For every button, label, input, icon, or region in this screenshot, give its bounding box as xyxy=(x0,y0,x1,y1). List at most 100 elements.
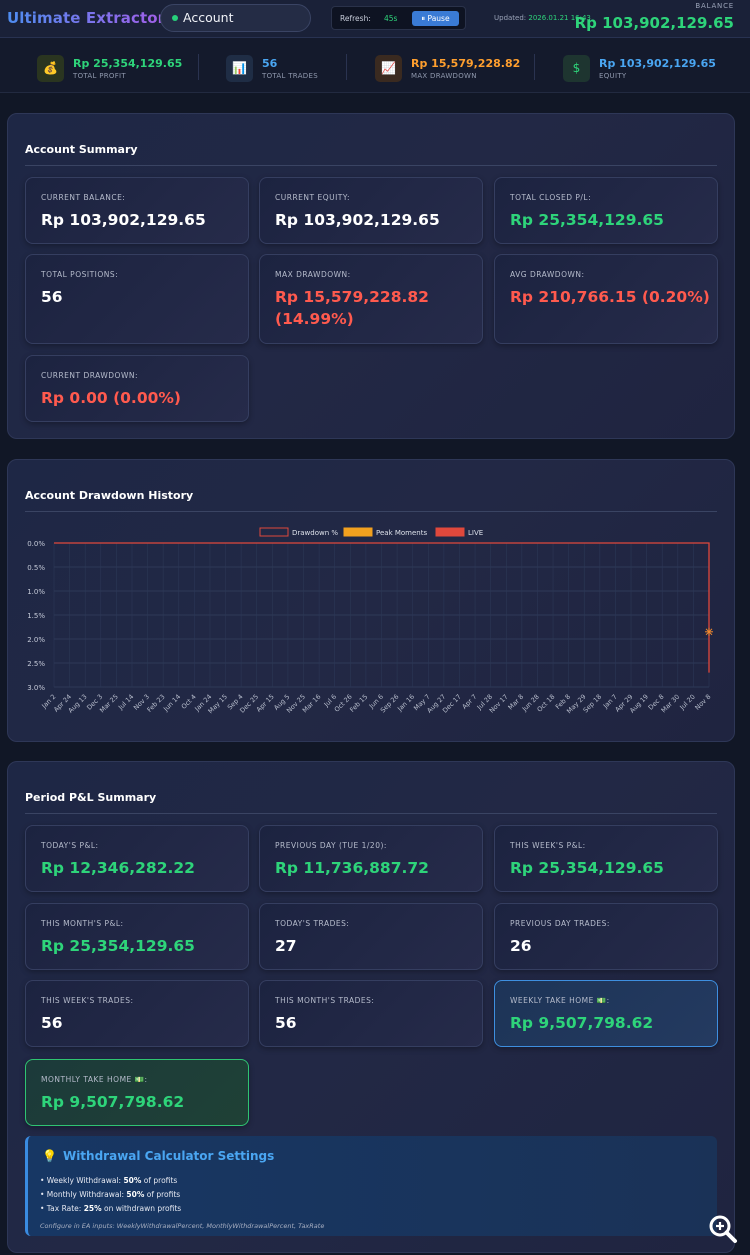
metric-card: PREVIOUS DAY (TUE 1/20): Rp 11,736,887.72 xyxy=(259,825,483,892)
x-tick-label: Apr 15 xyxy=(255,693,276,714)
legend-swatch xyxy=(435,527,465,537)
y-tick-label: 1.5% xyxy=(27,612,45,620)
legend-label: Peak Moments xyxy=(376,529,427,537)
panel-title: Period P&L Summary xyxy=(25,791,157,804)
stat-equity: $ Rp 103,902,129.65 EQUITY xyxy=(563,52,733,82)
zoom-in-icon[interactable] xyxy=(707,1213,739,1245)
metric-label: MAX DRAWDOWN: xyxy=(275,270,351,279)
account-summary-panel: Account Summary CURRENT BALANCE: Rp 103,9… xyxy=(7,113,735,439)
metric-value: 56 xyxy=(275,1014,297,1032)
dollar-icon: $ xyxy=(563,55,590,82)
balance-label: BALANCE xyxy=(695,2,734,10)
panel-title: Account Drawdown History xyxy=(25,489,194,502)
calc-value: 50% xyxy=(123,1176,142,1185)
lightbulb-icon: 💡 xyxy=(42,1149,57,1163)
metric-label: PREVIOUS DAY TRADES: xyxy=(510,919,610,928)
balance-value: Rp 103,902,129.65 xyxy=(574,14,734,32)
metric-card: THIS WEEK'S TRADES: 56 xyxy=(25,980,249,1047)
metric-card: TOTAL CLOSED P/L: Rp 25,354,129.65 xyxy=(494,177,718,244)
x-tick-label: Jul 14 xyxy=(116,693,135,712)
top-bar: Ultimate Extractor Account #49408126 Ref… xyxy=(0,0,750,51)
metric-label: THIS MONTH'S P&L: xyxy=(41,919,124,928)
refresh-label: Refresh: xyxy=(340,14,371,23)
metric-card: CURRENT EQUITY: Rp 103,902,129.65 xyxy=(259,177,483,244)
updated-value: 2026.01.21 16:43 xyxy=(528,14,591,22)
y-tick-label: 0.5% xyxy=(27,564,45,572)
brand-title: Ultimate Extractor xyxy=(7,9,166,27)
metric-label: THIS WEEK'S TRADES: xyxy=(41,996,134,1005)
pause-button[interactable]: ⏸ Pause xyxy=(412,11,459,26)
calculator-title: 💡 Withdrawal Calculator Settings xyxy=(42,1149,274,1163)
metric-label: TOTAL CLOSED P/L: xyxy=(510,193,592,202)
x-tick-label: Jul 20 xyxy=(678,693,697,712)
x-tick-label: Jun 14 xyxy=(161,693,182,714)
money-bag-icon: 💰 xyxy=(37,55,64,82)
account-selector[interactable]: Account #49408126 xyxy=(160,4,311,51)
status-dot-icon xyxy=(172,15,178,21)
metric-label: AVG DRAWDOWN: xyxy=(510,270,585,279)
metric-label: CURRENT DRAWDOWN: xyxy=(41,371,139,380)
metric-value: 26 xyxy=(510,937,532,955)
metric-value: 56 xyxy=(41,288,63,306)
calculator-note: Configure in EA inputs: WeeklyWithdrawal… xyxy=(40,1222,325,1230)
x-tick-label: Oct 18 xyxy=(536,693,557,714)
metric-value: Rp 11,736,887.72 xyxy=(275,859,429,877)
metric-label: WEEKLY TAKE HOME 💵: xyxy=(510,996,610,1005)
metric-value: Rp 9,507,798.62 xyxy=(41,1093,185,1111)
calc-prefix: • Tax Rate: xyxy=(40,1204,84,1213)
metric-card: AVG DRAWDOWN: Rp 210,766.15 (0.20%) xyxy=(494,254,718,344)
metric-card: THIS MONTH'S TRADES: 56 xyxy=(259,980,483,1047)
period-pnl-panel: Period P&L Summary 💡 Withdrawal Calculato… xyxy=(7,761,735,1253)
stat-label: EQUITY xyxy=(599,72,627,80)
y-tick-label: 0.0% xyxy=(27,540,45,548)
metric-value: Rp 12,346,282.22 xyxy=(41,859,195,877)
metric-label: TOTAL POSITIONS: xyxy=(41,270,119,279)
metric-card: MAX DRAWDOWN: Rp 15,579,228.82 (14.99%) xyxy=(259,254,483,344)
metric-label: TODAY'S TRADES: xyxy=(275,919,350,928)
metric-value: Rp 25,354,129.65 xyxy=(510,859,664,877)
metric-label: THIS MONTH'S TRADES: xyxy=(275,996,375,1005)
metric-value: Rp 25,354,129.65 xyxy=(41,937,195,955)
withdrawal-calculator: 💡 Withdrawal Calculator Settings • Weekly… xyxy=(25,1136,717,1236)
y-tick-label: 1.0% xyxy=(27,588,45,596)
metric-value: 56 xyxy=(41,1014,63,1032)
divider xyxy=(25,813,717,814)
stat-label: TOTAL PROFIT xyxy=(73,72,126,80)
metric-value: Rp 0.00 (0.00%) xyxy=(41,389,182,407)
metric-label: CURRENT BALANCE: xyxy=(41,193,126,202)
y-tick-label: 2.0% xyxy=(27,636,45,644)
stat-total-trades: 📊 56 TOTAL TRADES xyxy=(226,52,396,82)
metric-value: Rp 103,902,129.65 xyxy=(275,211,440,229)
updated-label: Updated: xyxy=(494,14,527,22)
metric-card: CURRENT DRAWDOWN: Rp 0.00 (0.00%) xyxy=(25,355,249,422)
metric-value: Rp 9,507,798.62 xyxy=(510,1014,654,1032)
calc-weekly-line: • Weekly Withdrawal: 50% of profits xyxy=(40,1176,177,1185)
panel-title: Account Summary xyxy=(25,143,138,156)
metric-value: Rp 15,579,228.82 (14.99%) xyxy=(275,288,429,328)
calc-suffix: on withdrawn profits xyxy=(101,1204,182,1213)
divider xyxy=(25,165,717,166)
metric-card: PREVIOUS DAY TRADES: 26 xyxy=(494,903,718,970)
divider xyxy=(534,54,535,80)
metric-card: TODAY'S TRADES: 27 xyxy=(259,903,483,970)
bar-chart-icon: 📊 xyxy=(226,55,253,82)
calc-value: 50% xyxy=(126,1190,145,1199)
metric-card: CURRENT BALANCE: Rp 103,902,129.65 xyxy=(25,177,249,244)
calc-prefix: • Weekly Withdrawal: xyxy=(40,1176,124,1185)
metric-value: Rp 103,902,129.65 xyxy=(41,211,206,229)
y-tick-label: 2.5% xyxy=(27,660,45,668)
refresh-countdown: 45s xyxy=(384,14,398,23)
metric-label: CURRENT EQUITY: xyxy=(275,193,350,202)
drawdown-history-panel: Account Drawdown History 0.0% 0.5% 1.0% 1.5… xyxy=(7,459,735,742)
calc-suffix: of profits xyxy=(144,1190,181,1199)
legend-swatch xyxy=(343,527,373,537)
metric-value: 27 xyxy=(275,937,297,955)
stat-value: Rp 25,354,129.65 xyxy=(73,57,183,70)
calculator-title-text: Withdrawal Calculator Settings xyxy=(62,1149,275,1163)
stat-label: MAX DRAWDOWN xyxy=(411,72,477,80)
metric-card: TODAY'S P&L: Rp 12,346,282.22 xyxy=(25,825,249,892)
stat-value: Rp 103,902,129.65 xyxy=(599,57,716,70)
calc-value: 25% xyxy=(83,1204,102,1213)
metric-label: THIS WEEK'S P&L: xyxy=(510,841,586,850)
